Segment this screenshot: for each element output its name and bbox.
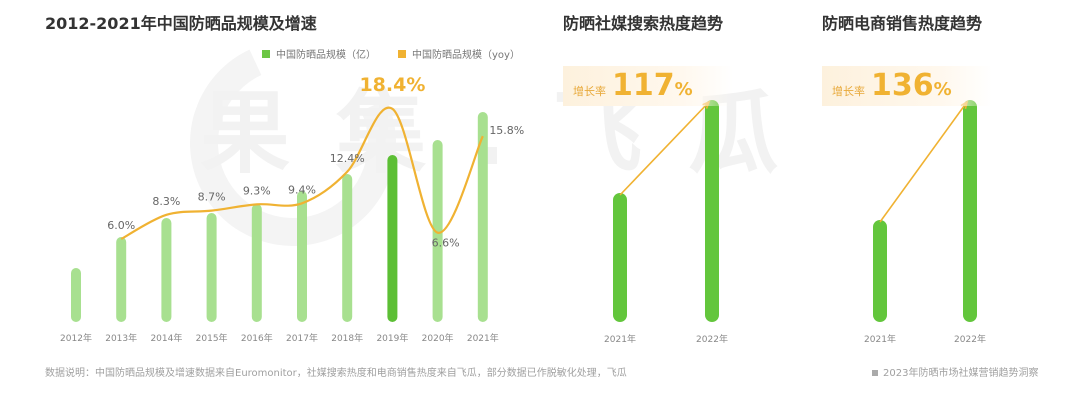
legend-label: 中国防晒品规模（yoy）: [412, 50, 520, 61]
source-text: 2023年防晒市场社媒营销趋势洞察: [883, 368, 1039, 379]
yoy-data-label: 6.0%: [107, 219, 135, 232]
yoy-data-label: 8.3%: [152, 195, 180, 208]
x-tick-label: 2021年: [467, 332, 499, 344]
bar: [297, 191, 307, 322]
yoy-data-label: 6.6%: [432, 237, 460, 250]
main-chart-labels: 2012年 2013年 2014年 2015年 2016年 2017年 2018年 2019年…: [60, 74, 524, 344]
orange-square-icon: [398, 49, 406, 58]
x-tick-label: 2022年: [954, 333, 986, 345]
main-chart-title: 2012-2021年中国防晒品规模及增速: [45, 14, 317, 33]
x-tick-label: 2013年: [105, 332, 137, 344]
main-chart-legend: 中国防晒品规模（亿） 中国防晒品规模（yoy）: [262, 46, 520, 61]
yoy-data-label: 9.4%: [288, 183, 316, 196]
legend-item-size[interactable]: 中国防晒品规模（亿）: [262, 46, 376, 61]
report-source: 2023年防晒市场社媒营销趋势洞察: [872, 364, 1038, 379]
x-tick-label: 2021年: [604, 333, 636, 345]
x-tick-label: 2019年: [376, 332, 408, 344]
bar: [116, 237, 127, 322]
bar: [161, 218, 172, 322]
bar: [342, 174, 353, 322]
square-bullet-icon: [872, 370, 878, 376]
side-chart-bars: 2021年 2022年 2021年 2022年: [604, 100, 986, 345]
bar: [963, 100, 977, 322]
legend-item-yoy[interactable]: 中国防晒品规模（yoy）: [398, 46, 520, 61]
growth-label: 增长率: [573, 85, 606, 98]
bar: [705, 100, 719, 322]
main-chart-yoy-line: [120, 106, 484, 240]
growth-value: 117: [612, 68, 675, 103]
x-tick-label: 2016年: [241, 332, 273, 344]
bar: [477, 112, 488, 322]
x-tick-label: 2018年: [331, 332, 363, 344]
x-tick-label: 2012年: [60, 332, 92, 344]
social-chart-title: 防晒社媒搜索热度趋势: [563, 14, 724, 33]
legend-label: 中国防晒品规模（亿）: [276, 50, 376, 61]
yoy-data-label: 9.3%: [243, 184, 271, 197]
growth-arrow: [879, 101, 968, 223]
yoy-line: [120, 106, 484, 240]
bar: [387, 155, 398, 322]
bar: [432, 140, 443, 322]
x-tick-label: 2015年: [196, 332, 228, 344]
main-chart-bars: [71, 112, 488, 322]
yoy-data-label: 15.8%: [489, 124, 524, 137]
ecommerce-chart-title: 防晒电商销售热度趋势: [822, 14, 983, 33]
green-square-icon: [262, 49, 270, 58]
bar: [206, 213, 217, 322]
growth-unit: %: [933, 79, 952, 100]
x-tick-label: 2014年: [150, 332, 182, 344]
yoy-data-label: 8.7%: [198, 191, 226, 204]
x-tick-label: 2022年: [696, 333, 728, 345]
growth-arrow: [619, 101, 710, 196]
x-tick-label: 2021年: [864, 333, 896, 345]
bar: [251, 204, 262, 322]
yoy-data-label: 12.4%: [330, 152, 365, 165]
growth-unit: %: [674, 79, 693, 100]
bar: [71, 268, 81, 322]
bar: [613, 193, 627, 322]
social-growth-badge: 增长率 117 %: [563, 66, 733, 106]
yoy-data-label: 18.4%: [359, 74, 425, 96]
x-tick-label: 2017年: [286, 332, 318, 344]
ecommerce-growth-badge: 增长率 136 %: [822, 66, 992, 106]
data-note: 数据说明：中国防晒品规模及增速数据来自Euromonitor，社媒搜索热度和电商…: [45, 368, 627, 379]
x-tick-label: 2020年: [422, 332, 454, 344]
bar: [873, 220, 887, 322]
growth-value: 136: [871, 68, 934, 103]
growth-label: 增长率: [832, 85, 865, 98]
